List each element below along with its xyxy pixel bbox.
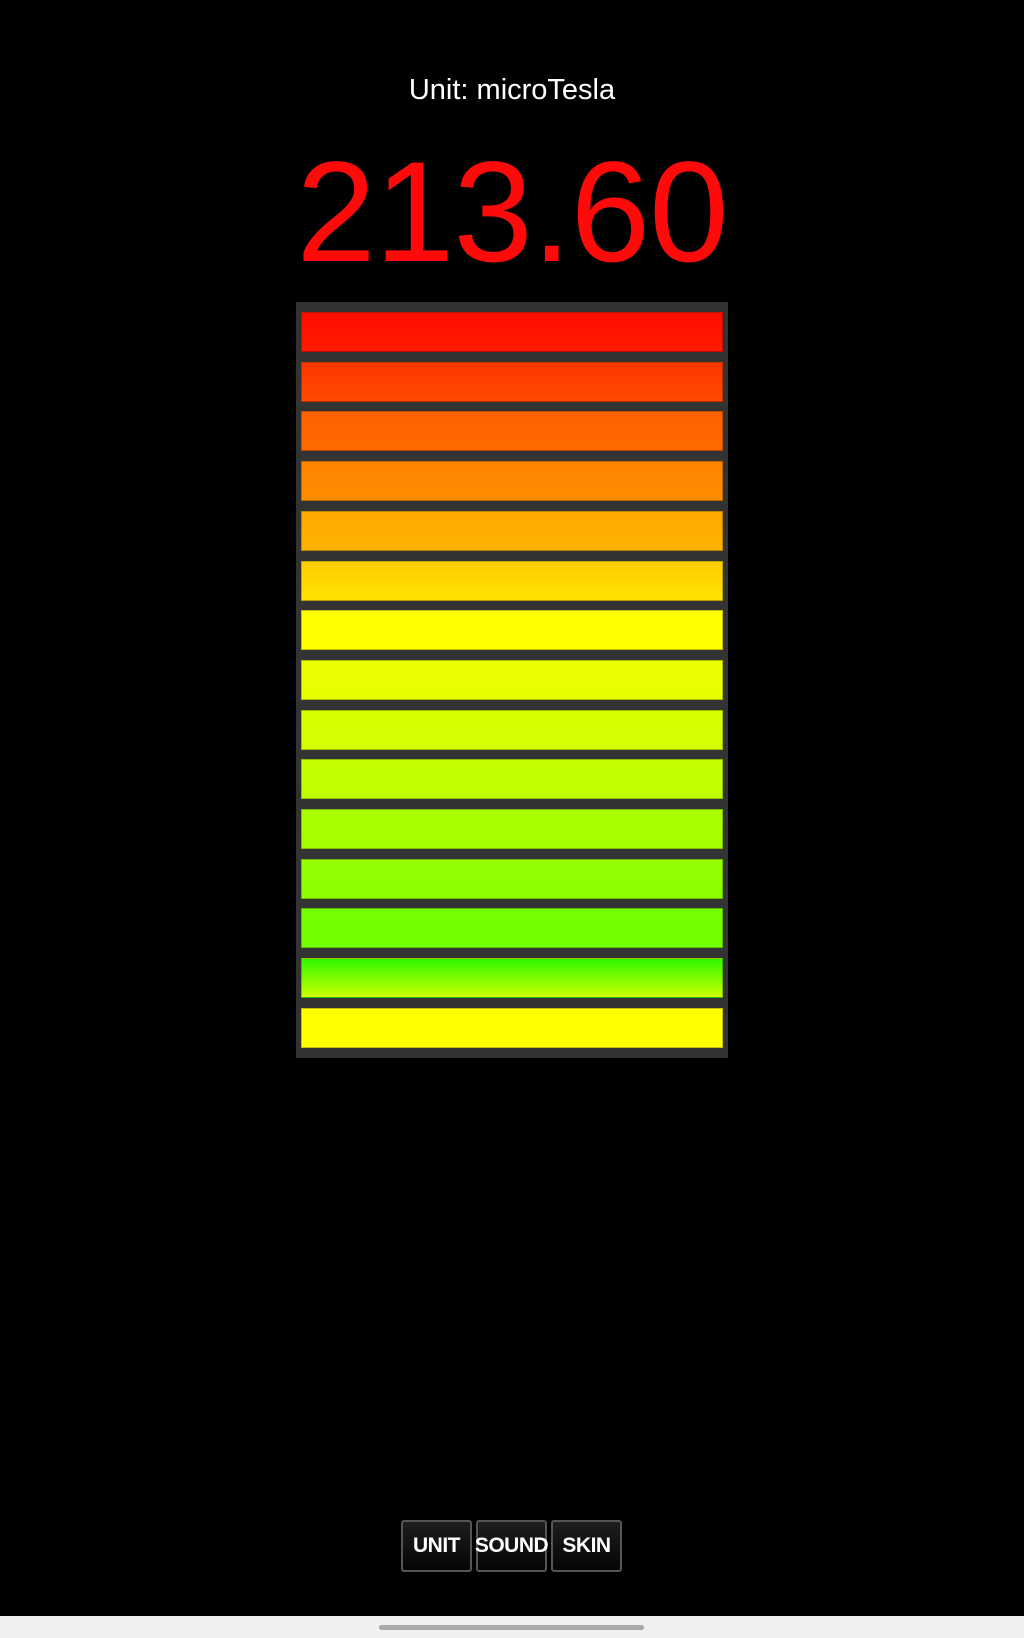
- meter-bar: [301, 809, 723, 850]
- system-navigation-bar: [0, 1616, 1024, 1638]
- unit-label: Unit: microTesla: [408, 74, 616, 106]
- meter-bar: [301, 461, 723, 502]
- meter-bar: [301, 312, 723, 352]
- meter-bar: [301, 908, 723, 949]
- meter-bar: [301, 759, 723, 800]
- gesture-handle[interactable]: [379, 1625, 644, 1630]
- meter-bar: [301, 958, 723, 999]
- meter-bar: [301, 1007, 723, 1048]
- meter-bar: [301, 411, 723, 452]
- level-meter: [296, 302, 728, 1058]
- field-reading-value: 213.60: [296, 133, 728, 292]
- skin-button[interactable]: SKIN: [551, 1520, 622, 1572]
- meter-bar: [301, 659, 723, 700]
- meter-bar: [301, 709, 723, 750]
- sound-button[interactable]: SOUND: [475, 1520, 549, 1572]
- meter-bar: [301, 560, 723, 601]
- meter-bar: [301, 610, 723, 651]
- unit-button[interactable]: UNIT: [401, 1520, 472, 1572]
- meter-bar: [301, 858, 723, 899]
- meter-bar: [301, 361, 723, 402]
- button-bar: UNIT SOUND SKIN: [401, 1520, 622, 1572]
- meter-bar: [301, 510, 723, 551]
